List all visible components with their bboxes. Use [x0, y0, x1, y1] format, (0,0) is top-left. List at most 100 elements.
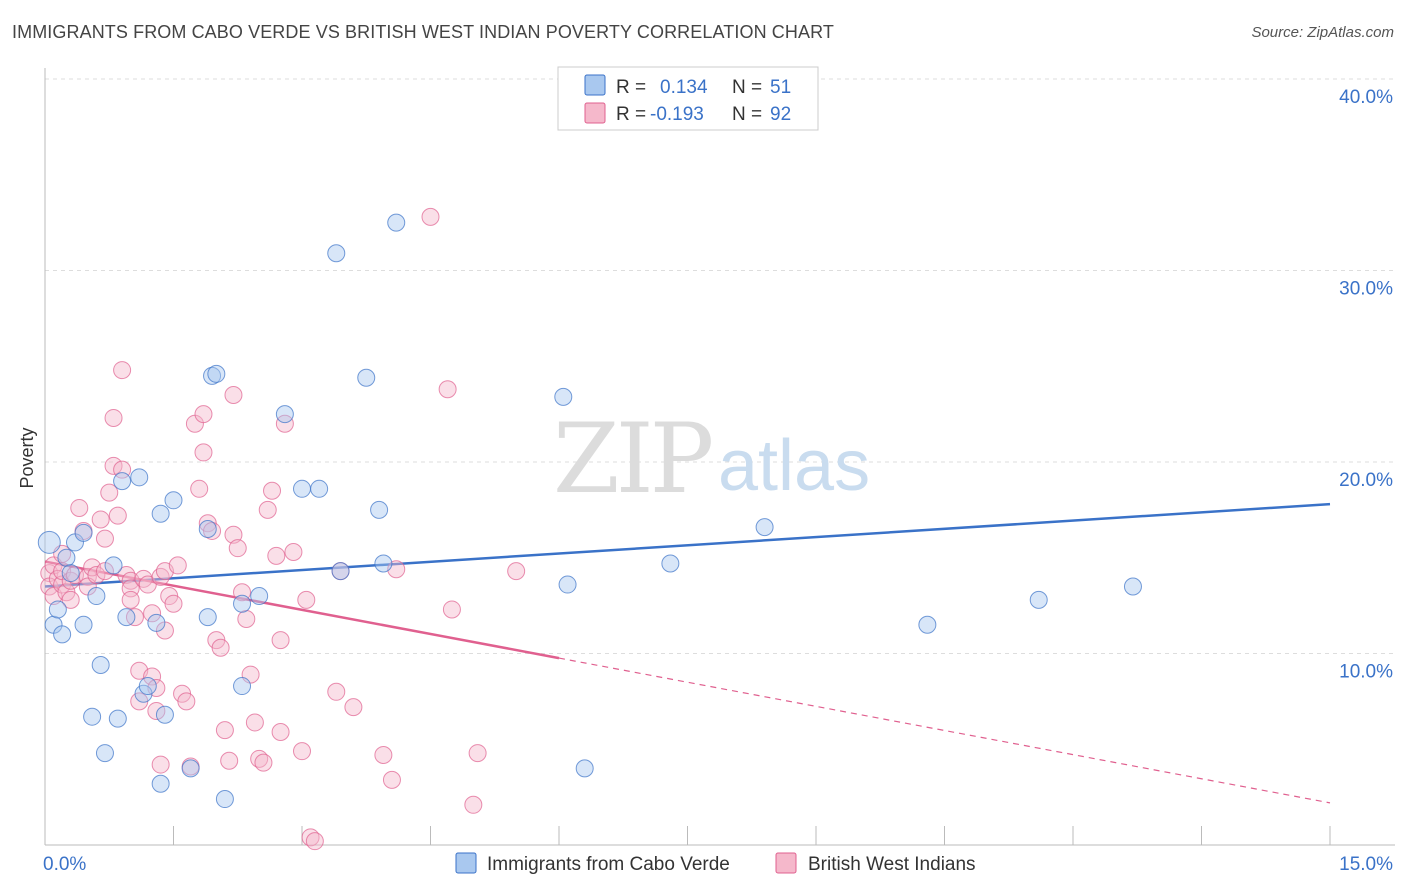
trend-line-bwi-solid — [44, 560, 560, 660]
legend-n-label-1: N = — [732, 77, 762, 98]
bwi-point-21 — [100, 483, 119, 502]
cabo-verde-point-3 — [53, 625, 72, 644]
cabo-verde-point-19 — [138, 677, 157, 696]
y-tick-label-30: 30.0% — [1339, 279, 1393, 300]
data-points — [37, 207, 1142, 851]
legend-r-label-2: R = — [616, 104, 646, 125]
legend-n-value-1: 51 — [770, 77, 791, 98]
cabo-verde-point-5 — [61, 564, 80, 583]
bwi-point-91 — [151, 755, 170, 774]
cabo-verde-point-39 — [357, 368, 376, 387]
bwi-point-57 — [215, 721, 234, 740]
bwi-point-90 — [507, 562, 526, 581]
y-tick-label-40: 40.0% — [1339, 87, 1393, 108]
bwi-point-30 — [121, 590, 140, 609]
bwi-point-89 — [468, 744, 487, 763]
cabo-verde-point-22 — [151, 504, 170, 523]
chart-title: IMMIGRANTS FROM CABO VERDE VS BRITISH WE… — [12, 22, 834, 42]
cabo-verde-point-27 — [198, 608, 217, 627]
bwi-point-12 — [70, 498, 89, 517]
series-legend: Immigrants from Cabo Verde British West … — [455, 852, 976, 875]
cabo-verde-point-23 — [155, 705, 174, 724]
series-legend-label-pink: British West Indians — [808, 854, 976, 875]
x-tick-label-min: 0.0% — [43, 854, 86, 875]
cabo-verde-point-10 — [87, 587, 106, 606]
bwi-point-83 — [382, 770, 401, 789]
x-tick-label-max: 15.0% — [1339, 854, 1393, 875]
cabo-verde-point-44 — [558, 575, 577, 594]
bwi-point-17 — [87, 565, 106, 584]
cabo-verde-point-31 — [233, 677, 252, 696]
cabo-verde-point-14 — [108, 709, 127, 728]
bwi-point-56 — [211, 638, 230, 657]
bwi-point-24 — [108, 506, 127, 525]
legend-n-value-2: 92 — [770, 104, 791, 125]
cabo-verde-point-38 — [331, 562, 350, 581]
legend-swatch-pink — [584, 102, 606, 124]
cabo-verde-point-16 — [117, 608, 136, 627]
cabo-verde-point-2 — [48, 600, 67, 619]
tick-labels: 10.0% 20.0% 30.0% 40.0% 0.0% 15.0% — [43, 87, 1393, 875]
y-tick-label-20: 20.0% — [1339, 470, 1393, 491]
bwi-point-69 — [263, 481, 282, 500]
cabo-verde-point-12 — [95, 744, 114, 763]
cabo-verde-point-50 — [1123, 577, 1142, 596]
cabo-verde-point-41 — [374, 554, 393, 573]
series-legend-swatch-pink — [775, 852, 797, 874]
cabo-verde-point-0 — [37, 530, 61, 554]
trend-line-bwi-dashed — [558, 657, 1331, 804]
watermark: ZIP atlas — [553, 403, 870, 515]
bwi-point-39 — [147, 701, 166, 720]
bwi-point-10 — [61, 590, 80, 609]
cabo-verde-point-45 — [575, 759, 594, 778]
cabo-verde-point-30 — [215, 790, 234, 809]
bwi-point-45 — [168, 556, 187, 575]
cabo-verde-point-36 — [310, 479, 329, 498]
bwi-point-87 — [442, 600, 461, 619]
cabo-verde-point-33 — [250, 587, 269, 606]
cabo-verde-point-46 — [661, 554, 680, 573]
cabo-verde-point-13 — [104, 556, 123, 575]
bwi-point-47 — [177, 692, 196, 711]
bwi-point-86 — [438, 380, 457, 399]
bwi-point-22 — [104, 408, 123, 427]
cabo-verde-point-47 — [755, 518, 774, 537]
bwi-point-58 — [220, 751, 239, 770]
bwi-point-59 — [224, 385, 243, 404]
cabo-verde-point-43 — [554, 387, 573, 406]
cabo-verde-point-49 — [1029, 590, 1048, 609]
correlation-legend: R = 0.134 N = 51 R = -0.193 N = 92 — [557, 66, 819, 131]
cabo-verde-point-24 — [164, 491, 183, 510]
cabo-verde-point-4 — [57, 548, 76, 567]
bwi-point-18 — [91, 510, 110, 529]
bwi-point-73 — [275, 414, 294, 433]
bwi-point-88 — [464, 795, 483, 814]
cabo-verde-point-34 — [275, 405, 294, 424]
bwi-point-50 — [190, 479, 209, 498]
bwi-point-79 — [327, 682, 346, 701]
bwi-point-44 — [164, 594, 183, 613]
watermark-zip: ZIP — [553, 403, 712, 515]
bwi-point-75 — [293, 742, 311, 761]
legend-swatch-blue — [584, 74, 606, 96]
source-credit: Source: ZipAtlas.com — [1251, 24, 1394, 41]
cabo-verde-point-11 — [91, 655, 110, 674]
bwi-point-68 — [258, 500, 277, 519]
bwi-point-85 — [421, 207, 440, 226]
legend-n-label-2: N = — [732, 104, 762, 125]
cabo-verde-point-37 — [327, 244, 346, 263]
bwi-point-36 — [143, 604, 162, 623]
bwi-point-82 — [374, 745, 393, 764]
cabo-verde-point-35 — [293, 479, 311, 498]
cabo-verde-point-48 — [918, 615, 937, 634]
bwi-point-72 — [271, 723, 290, 742]
cabo-verde-point-7 — [74, 523, 93, 542]
trend-line-cabo-verde — [44, 502, 1331, 588]
axes — [44, 68, 1395, 846]
cabo-verde-point-17 — [130, 468, 149, 487]
cabo-verde-point-29 — [207, 364, 226, 383]
bwi-point-20 — [95, 529, 114, 548]
legend-r-label-1: R = — [616, 77, 646, 98]
cabo-verde-point-9 — [83, 707, 102, 726]
